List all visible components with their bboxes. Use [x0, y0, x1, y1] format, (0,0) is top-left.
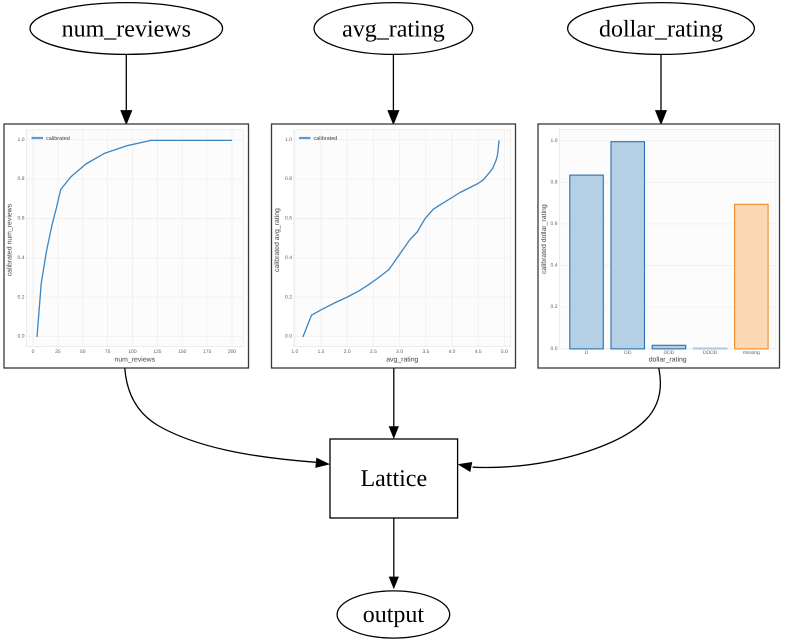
svg-text:0.2: 0.2 — [285, 294, 292, 300]
svg-text:125: 125 — [153, 349, 162, 355]
svg-text:0.8: 0.8 — [551, 179, 558, 185]
svg-text:avg_rating: avg_rating — [342, 17, 445, 43]
svg-text:200: 200 — [228, 349, 237, 355]
svg-text:3.0: 3.0 — [396, 349, 403, 355]
svg-text:dollar_rating: dollar_rating — [649, 356, 687, 363]
svg-text:2.0: 2.0 — [344, 349, 351, 355]
svg-text:4.5: 4.5 — [475, 349, 482, 355]
svg-text:25: 25 — [55, 349, 61, 355]
svg-text:DDD: DDD — [663, 350, 674, 356]
svg-text:4.0: 4.0 — [449, 349, 456, 355]
svg-text:Lattice: Lattice — [360, 466, 427, 492]
svg-text:output: output — [363, 602, 425, 628]
svg-text:3.5: 3.5 — [422, 349, 429, 355]
svg-text:avg_rating: avg_rating — [386, 356, 418, 363]
svg-text:DDDD: DDDD — [703, 350, 718, 356]
svg-text:2.5: 2.5 — [370, 349, 377, 355]
svg-text:missing: missing — [743, 350, 760, 356]
svg-text:1.5: 1.5 — [318, 349, 325, 355]
svg-text:1.0: 1.0 — [18, 137, 25, 143]
svg-text:100: 100 — [128, 349, 137, 355]
svg-text:dollar_rating: dollar_rating — [599, 17, 723, 43]
svg-text:175: 175 — [203, 349, 212, 355]
svg-text:calibrated: calibrated — [314, 136, 338, 142]
svg-text:50: 50 — [80, 349, 86, 355]
svg-text:1.0: 1.0 — [285, 137, 292, 143]
svg-text:0.4: 0.4 — [285, 255, 292, 261]
svg-text:0.2: 0.2 — [18, 294, 25, 300]
svg-text:0.4: 0.4 — [551, 263, 558, 269]
svg-text:num_reviews: num_reviews — [115, 356, 156, 363]
svg-text:DD: DD — [624, 350, 632, 356]
svg-text:calibrated avg_rating: calibrated avg_rating — [274, 208, 281, 272]
svg-text:0.0: 0.0 — [285, 334, 292, 340]
svg-text:0.4: 0.4 — [18, 255, 25, 261]
svg-text:5.0: 5.0 — [501, 349, 508, 355]
svg-text:calibrated dollar_rating: calibrated dollar_rating — [541, 204, 548, 274]
svg-text:0: 0 — [32, 349, 35, 355]
svg-text:D: D — [585, 350, 589, 356]
svg-text:1.0: 1.0 — [291, 349, 298, 355]
svg-text:0.8: 0.8 — [18, 176, 25, 182]
svg-text:0.6: 0.6 — [18, 216, 25, 222]
svg-text:num_reviews: num_reviews — [62, 17, 191, 43]
svg-text:0.6: 0.6 — [285, 216, 292, 222]
svg-text:0.0: 0.0 — [18, 334, 25, 340]
svg-text:75: 75 — [105, 349, 111, 355]
svg-text:150: 150 — [178, 349, 187, 355]
svg-text:0.8: 0.8 — [285, 176, 292, 182]
svg-text:0.0: 0.0 — [551, 346, 558, 352]
svg-text:0.2: 0.2 — [551, 304, 558, 310]
svg-text:calibrated num_reviews: calibrated num_reviews — [7, 203, 14, 276]
svg-text:calibrated: calibrated — [46, 136, 70, 142]
svg-text:1.0: 1.0 — [551, 138, 558, 144]
svg-text:0.6: 0.6 — [551, 221, 558, 227]
